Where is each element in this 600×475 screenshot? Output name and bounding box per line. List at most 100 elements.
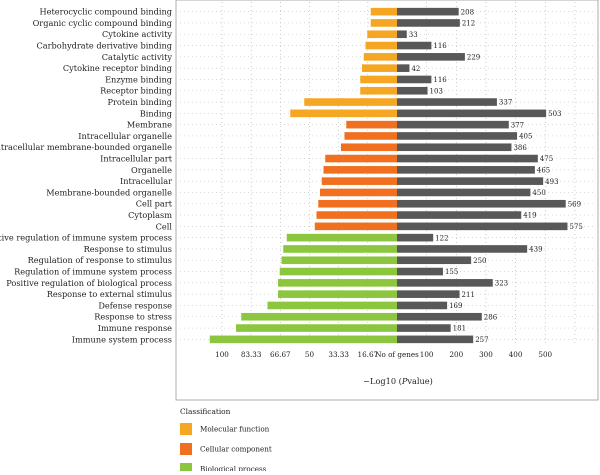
x-tick-label-left: 66.67 xyxy=(270,350,291,359)
bar-gene-count xyxy=(397,132,518,140)
x-axis-title-prefix: −Log10 ( xyxy=(363,376,402,386)
bar-gene-count xyxy=(397,324,451,332)
category-label: Heterocyclic compound binding xyxy=(39,7,172,17)
category-label: Cell xyxy=(156,221,173,231)
gene-count-label: 42 xyxy=(411,65,420,73)
category-label: Catalytic activity xyxy=(102,52,173,62)
bar-pvalue xyxy=(209,335,397,344)
bar-pvalue xyxy=(365,41,397,50)
category-label: Enzyme binding xyxy=(105,74,172,84)
category-label: Regulation of immune system process xyxy=(14,266,172,276)
gene-count-label: 250 xyxy=(473,257,486,265)
category-label: Intracellular membrane-bounded organelle xyxy=(0,142,172,152)
gene-count-label: 439 xyxy=(529,246,542,254)
gene-count-label: 286 xyxy=(484,313,498,321)
category-label: Immune response xyxy=(98,323,172,333)
bar-pvalue xyxy=(363,53,397,61)
category-label: Positive regulation of immune system pro… xyxy=(0,233,172,243)
bar-gene-count xyxy=(397,301,448,310)
gene-count-label: 386 xyxy=(513,144,527,152)
bar-pvalue xyxy=(286,233,397,242)
gene-count-label: 155 xyxy=(445,268,458,276)
gene-count-label: 103 xyxy=(430,87,443,95)
bar-gene-count xyxy=(397,53,465,61)
bar-pvalue xyxy=(360,75,397,84)
bar-pvalue xyxy=(283,245,397,253)
bar-pvalue xyxy=(341,143,397,152)
x-tick-label-left: 33.33 xyxy=(328,350,349,359)
bar-gene-count xyxy=(397,143,512,152)
category-label: Positive regulation of biological proces… xyxy=(6,278,172,288)
bar-pvalue xyxy=(290,109,397,118)
gene-count-label: 465 xyxy=(537,166,550,174)
x-tick-label-left: 83.33 xyxy=(241,350,262,359)
category-label: Cytokine receptor binding xyxy=(63,63,172,73)
bar-pvalue xyxy=(346,120,397,129)
gene-count-label: 450 xyxy=(532,189,545,197)
x-axis-title-italic: P xyxy=(401,376,408,386)
bar-gene-count xyxy=(397,279,493,287)
bar-gene-count xyxy=(397,64,410,72)
gene-count-label: 116 xyxy=(433,76,447,84)
category-label: Organelle xyxy=(131,165,172,175)
bar-gene-count xyxy=(397,222,568,231)
bar-gene-count xyxy=(397,290,460,298)
legend-swatch xyxy=(180,443,192,455)
category-label: Regulation of response to stimulus xyxy=(28,255,172,265)
bar-pvalue xyxy=(325,154,397,163)
x-tick-label-right: 400 xyxy=(509,350,523,359)
bar-pvalue xyxy=(370,7,397,16)
bar-gene-count xyxy=(397,267,443,276)
bar-gene-count xyxy=(397,211,522,219)
x-tick-label-right: 300 xyxy=(479,350,493,359)
x-axis-title-suffix: value) xyxy=(406,376,432,386)
gene-count-label: 323 xyxy=(495,279,508,287)
bar-pvalue xyxy=(241,312,397,321)
legend-label: Biological process xyxy=(200,465,267,472)
bar-pvalue xyxy=(278,290,397,298)
category-label: Cytoplasm xyxy=(128,210,172,220)
bar-pvalue xyxy=(344,132,397,140)
bar-gene-count xyxy=(397,109,547,118)
category-label: Binding xyxy=(140,108,172,118)
bar-pvalue xyxy=(367,30,397,39)
gene-count-label: 377 xyxy=(511,121,524,129)
bar-pvalue xyxy=(320,188,397,197)
gene-count-label: 475 xyxy=(540,155,553,163)
bar-pvalue xyxy=(318,199,397,208)
bar-pvalue xyxy=(321,177,397,185)
bar-gene-count xyxy=(397,98,497,106)
bar-pvalue xyxy=(362,64,397,72)
gene-count-label: 569 xyxy=(568,200,581,208)
x-tick-label-right: 500 xyxy=(538,350,552,359)
bar-gene-count xyxy=(397,188,531,197)
x-tick-label-right: 200 xyxy=(449,350,463,359)
category-label: Carbohydrate derivative binding xyxy=(36,40,172,50)
bar-gene-count xyxy=(397,245,528,253)
bar-pvalue xyxy=(370,19,397,27)
gene-count-label: 33 xyxy=(409,31,418,39)
bar-pvalue xyxy=(267,301,397,310)
gene-count-label: 493 xyxy=(545,178,558,186)
legend-title: Classification xyxy=(180,407,231,416)
bar-pvalue xyxy=(279,267,397,276)
bar-gene-count xyxy=(397,41,432,50)
category-label: Response to stimulus xyxy=(84,244,172,254)
gene-count-label: 211 xyxy=(462,291,475,299)
bar-gene-count xyxy=(397,166,535,174)
legend-label: Cellular component xyxy=(200,445,272,454)
bar-pvalue xyxy=(304,98,397,106)
bar-gene-count xyxy=(397,199,566,208)
plot-frame xyxy=(175,0,599,401)
bars: 208 212 33 116 229 42 116 103 337 503 377 405 386 475… xyxy=(209,7,583,344)
gene-count-label: 405 xyxy=(519,133,532,141)
category-label: Intracellular part xyxy=(100,153,173,163)
bar-gene-count xyxy=(397,335,474,344)
bar-gene-count xyxy=(397,19,460,27)
bar-gene-count xyxy=(397,233,434,242)
category-label: Protein binding xyxy=(108,97,173,107)
bar-pvalue xyxy=(360,86,397,95)
